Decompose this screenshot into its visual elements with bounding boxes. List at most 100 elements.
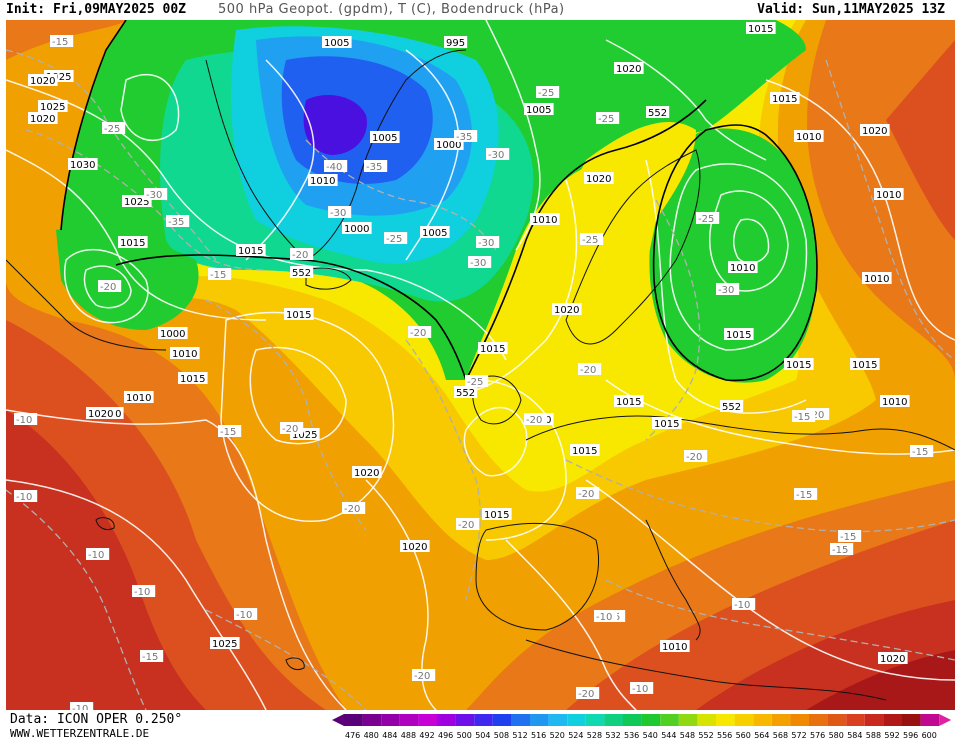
scale-swatch xyxy=(400,714,419,726)
scale-swatch xyxy=(790,714,809,726)
temperature-label-text: -30 xyxy=(330,208,346,219)
pressure-label: 1015 xyxy=(652,417,682,430)
temperature-label-text: -20 xyxy=(282,424,298,435)
temperature-label-text: -10 xyxy=(236,610,252,621)
pressure-label: 1010 xyxy=(874,188,904,201)
temperature-label-text: -25 xyxy=(598,114,614,125)
temperature-label: -15 xyxy=(794,488,817,501)
pressure-label-text: 1020 xyxy=(30,76,55,87)
pressure-label-text: 1020 xyxy=(88,409,113,420)
pressure-label: 1015 xyxy=(570,444,600,457)
pressure-label: 1020 xyxy=(400,540,430,553)
temperature-label-text: -15 xyxy=(52,37,68,48)
pressure-label-text: 1010 xyxy=(172,349,197,360)
pressure-label-text: 1015 xyxy=(654,419,679,430)
temperature-label-text: -10 xyxy=(16,492,32,503)
scale-swatch xyxy=(865,714,884,726)
pressure-label: 1015 xyxy=(614,395,644,408)
scale-tick-label: 540 xyxy=(643,731,658,740)
temperature-label-text: -30 xyxy=(478,238,494,249)
scale-swatch xyxy=(456,714,475,726)
pressure-label-text: 1015 xyxy=(484,510,509,521)
temperature-label: -20 xyxy=(576,487,599,500)
header-bar: Init: Fri,09MAY2025 00Z 500 hPa Geopot. … xyxy=(0,0,959,20)
scale-swatch xyxy=(604,714,623,726)
scale-swatch xyxy=(902,714,921,726)
pressure-label-text: 1015 xyxy=(480,344,505,355)
pressure-label: 1015 xyxy=(724,328,754,341)
pressure-label-text: 1010 xyxy=(864,274,889,285)
pressure-label: 1025 xyxy=(210,637,240,650)
pressure-label-text: 1010 xyxy=(532,215,557,226)
scale-tick-label: 520 xyxy=(550,731,565,740)
scale-swatch xyxy=(437,714,456,726)
scale-tick-label: 600 xyxy=(922,731,937,740)
temperature-label: -25 xyxy=(102,122,125,135)
scale-swatch xyxy=(679,714,698,726)
temperature-label-text: -10 xyxy=(88,550,104,561)
scale-swatch xyxy=(511,714,530,726)
scale-tick-label: 580 xyxy=(829,731,844,740)
pressure-label-text: 1015 xyxy=(726,330,751,341)
scale-tick-label: 500 xyxy=(457,731,472,740)
scale-tick-label: 492 xyxy=(419,731,434,740)
pressure-label-text: 1010 xyxy=(876,190,901,201)
pressure-label: 1015 xyxy=(118,236,148,249)
temperature-label: -35 xyxy=(166,215,189,228)
temperature-label-text: -25 xyxy=(104,124,120,135)
scale-tick-label: 488 xyxy=(401,731,416,740)
temperature-label: -30 xyxy=(144,188,167,201)
scale-tick-label: 544 xyxy=(661,731,676,740)
pressure-label-text: 1020 xyxy=(880,654,905,665)
pressure-label-text: 1010 xyxy=(310,176,335,187)
pressure-label: 1020 xyxy=(614,62,644,75)
scale-swatch xyxy=(363,714,382,726)
temperature-label: -35 xyxy=(454,130,477,143)
scale-arrow-left xyxy=(332,714,344,726)
scale-tick-label: 552 xyxy=(698,731,713,740)
temperature-label-text: -30 xyxy=(470,258,486,269)
temperature-label: -25 xyxy=(536,86,559,99)
temperature-label-text: -15 xyxy=(840,532,856,543)
temperature-label: -20 xyxy=(408,326,431,339)
temperature-label-text: -15 xyxy=(142,652,158,663)
temperature-label-text: -20 xyxy=(526,415,542,426)
pressure-label: 1010 xyxy=(880,395,910,408)
pressure-label-text: 1010 xyxy=(126,393,151,404)
scale-tick-label: 536 xyxy=(624,731,639,740)
temperature-label-text: -25 xyxy=(698,214,714,225)
pressure-label: 1015 xyxy=(746,22,776,35)
temperature-label: -30 xyxy=(486,148,509,161)
temperature-label-text: -25 xyxy=(386,234,402,245)
temperature-label: -10 xyxy=(70,702,93,710)
pressure-label: 1030 xyxy=(68,158,98,171)
pressure-label-text: 1015 xyxy=(120,238,145,249)
pressure-label: 1020 xyxy=(878,652,908,665)
temperature-label: -20 xyxy=(342,502,365,515)
scale-swatch xyxy=(697,714,716,726)
temperature-label: -20 xyxy=(576,687,599,700)
pressure-label-text: 1020 xyxy=(616,64,641,75)
pressure-label-text: 1000 xyxy=(344,224,369,235)
pressure-label-text: 1025 xyxy=(212,639,237,650)
temperature-label-text: -25 xyxy=(582,235,598,246)
temperature-label: -20 xyxy=(578,363,601,376)
temperature-label: -20 xyxy=(98,280,121,293)
pressure-label-text: 1015 xyxy=(572,446,597,457)
scale-tick-label: 584 xyxy=(847,731,862,740)
temperature-label: -20 xyxy=(684,450,707,463)
temperature-label-text: -20 xyxy=(100,282,116,293)
temperature-label: -25 xyxy=(696,212,719,225)
pressure-label: 1000 xyxy=(158,327,188,340)
pressure-label: 1015 xyxy=(178,372,208,385)
pressure-label: 1015 xyxy=(850,358,880,371)
pressure-label-text: 1030 xyxy=(70,160,95,171)
pressure-label-text: 1020 xyxy=(354,468,379,479)
temperature-label: -15 xyxy=(830,543,853,556)
pressure-label: 1020 xyxy=(28,74,58,87)
pressure-label-text: 1015 xyxy=(616,397,641,408)
height-label: 552 xyxy=(720,400,743,413)
scale-tick-label: 528 xyxy=(587,731,602,740)
scale-tick-label: 560 xyxy=(736,731,751,740)
scale-swatch xyxy=(493,714,512,726)
